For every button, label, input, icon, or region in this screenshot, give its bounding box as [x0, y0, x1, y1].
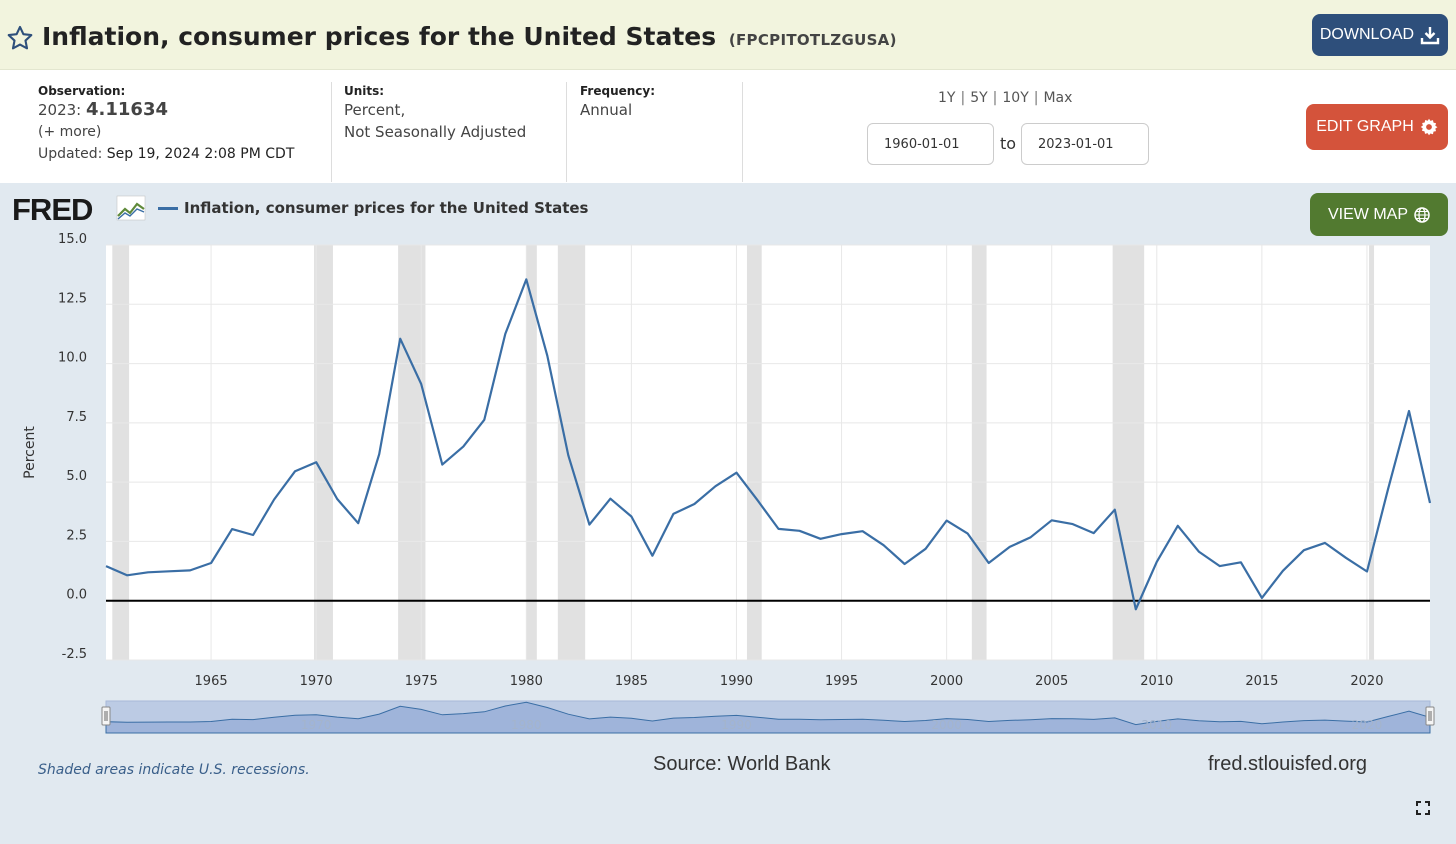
graph-panel: 15.0 12.5 10.0 7.5 5.0 2.5 0.0 -2.5 1965 1970 1975… [0, 183, 1456, 844]
x-tick-label: 1980 [510, 674, 543, 689]
recession-footnote: Shaded areas indicate U.S. recessions. [38, 762, 310, 778]
fullscreen-icon[interactable] [1416, 801, 1430, 815]
x-tick-label: 2010 [1140, 674, 1173, 689]
frequency-value: Annual [580, 101, 633, 119]
end-date-input[interactable]: 2023-01-01 [1021, 123, 1149, 165]
y-tick-label: 0.0 [66, 588, 87, 603]
y-tick-label: -2.5 [62, 647, 87, 662]
x-tick-label: 1965 [195, 674, 228, 689]
observation-block: Observation: 2023: 4.11634 (+ more) Upda… [38, 83, 294, 165]
download-button[interactable]: DOWNLOAD [1312, 14, 1448, 56]
to-label: to [1000, 134, 1017, 153]
fred-logo: FRED [12, 192, 93, 227]
view-map-label: VIEW MAP [1327, 205, 1408, 223]
source-label: Source: World Bank [653, 753, 831, 775]
y-axis-label: Percent [22, 426, 38, 479]
recession-bar [1112, 245, 1145, 660]
edit-graph-label: EDIT GRAPH [1316, 118, 1414, 135]
legend-swatch [158, 207, 178, 210]
x-tick-label: 2020 [1350, 674, 1383, 689]
recession-bar [971, 245, 987, 660]
view-map-button[interactable]: VIEW MAP [1310, 193, 1448, 236]
units-label: Units: [344, 84, 385, 98]
range-max[interactable]: Max [1043, 90, 1073, 106]
recession-bar [526, 245, 537, 660]
x-tick-label: 2005 [1035, 674, 1068, 689]
observation-value: 4.11634 [86, 99, 168, 120]
navigator-tick-label: 2020 [1352, 718, 1383, 732]
units-line2: Not Seasonally Adjusted [344, 123, 527, 141]
star-icon[interactable] [6, 24, 34, 52]
page-title: Inflation, consumer prices for the Unite… [42, 22, 897, 51]
navigator-tick-label: 2010 [1142, 718, 1173, 732]
start-date-input[interactable]: 1960-01-01 [867, 123, 994, 165]
more-link[interactable]: (+ more) [38, 124, 102, 140]
site-label: fred.stlouisfed.org [1208, 753, 1367, 775]
navigator-series [105, 701, 1431, 734]
y-tick-label: 7.5 [66, 410, 87, 425]
frequency-block: Frequency: Annual [580, 83, 655, 121]
download-label: DOWNLOAD [1319, 26, 1415, 43]
plot-area [106, 245, 1430, 660]
x-tick-label: 1970 [300, 674, 333, 689]
edit-graph-button[interactable]: EDIT GRAPH [1306, 104, 1448, 150]
navigator-handle[interactable] [101, 706, 111, 726]
gear-icon [1420, 118, 1438, 136]
series-line [105, 278, 1432, 611]
divider [742, 82, 743, 182]
x-tick-label: 1990 [720, 674, 753, 689]
x-tick-label: 2000 [930, 674, 963, 689]
observation-year: 2023: [38, 101, 82, 119]
recession-bar [557, 245, 586, 660]
navigator-tick-label: 1990 [721, 718, 752, 732]
y-tick-label: 10.0 [58, 351, 87, 366]
chart-logo-icon [116, 195, 146, 221]
units-block: Units: Percent, Not Seasonally Adjusted [344, 83, 526, 143]
globe-icon [1414, 206, 1430, 223]
x-tick-label: 1985 [615, 674, 648, 689]
x-tick-label: 1975 [405, 674, 438, 689]
range-5y[interactable]: 5Y [970, 90, 988, 106]
y-tick-label: 2.5 [66, 528, 87, 543]
x-tick-label: 2015 [1245, 674, 1278, 689]
download-icon [1420, 27, 1440, 45]
divider [566, 82, 567, 182]
y-tick-label: 15.0 [58, 232, 87, 247]
y-tick-label: 12.5 [58, 291, 87, 306]
updated-label: Updated: [38, 146, 103, 162]
legend-label: Inflation, consumer prices for the Unite… [184, 199, 589, 217]
frequency-label: Frequency: [580, 84, 656, 98]
title-text: Inflation, consumer prices for the Unite… [42, 22, 717, 51]
recession-bar [112, 245, 130, 660]
y-tick-label: 5.0 [66, 469, 87, 484]
recession-bar [746, 245, 762, 660]
series-id: (FPCPITOTLZGUSA) [728, 31, 897, 49]
units-line1: Percent, [344, 101, 406, 119]
observation-label: Observation: [38, 84, 126, 98]
series-info: Observation: 2023: 4.11634 (+ more) Upda… [0, 70, 1456, 183]
recession-bar [314, 245, 333, 660]
navigator-handle[interactable] [1425, 706, 1435, 726]
navigator-tick-label: 2000 [931, 718, 962, 732]
range-selector: 1Y | 5Y | 10Y | Max [938, 90, 1073, 106]
updated-value: Sep 19, 2024 2:08 PM CDT [106, 146, 295, 162]
line-chart: 15.0 12.5 10.0 7.5 5.0 2.5 0.0 -2.5 1965 1970 1975… [22, 232, 1435, 734]
series-header: Inflation, consumer prices for the Unite… [0, 0, 1456, 70]
recession-bar [1369, 245, 1375, 660]
range-10y[interactable]: 10Y [1002, 90, 1029, 106]
navigator-tick-label: 1980 [511, 718, 542, 732]
navigator-tick-label: 1970 [301, 718, 332, 732]
range-1y[interactable]: 1Y [938, 90, 956, 106]
divider [331, 82, 332, 182]
x-tick-label: 1995 [825, 674, 858, 689]
